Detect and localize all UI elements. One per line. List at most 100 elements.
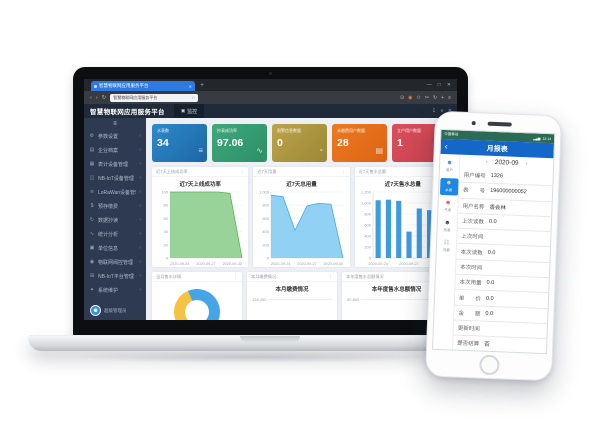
chevron-icon: ‹ [139, 287, 141, 293]
pulse-icon: ∿ [256, 146, 263, 155]
app-header: 智慧物联网应用服务平台 ▣ 监控 ↧∨✕ [84, 104, 457, 118]
sidebar-item[interactable]: ✦ 系统维护 ‹ [84, 283, 146, 297]
toolbar-icons: ⊙ ◉ ✩ ✂ ↻ + ≡ [400, 95, 451, 101]
minimize-icon[interactable]: — [426, 82, 432, 88]
browser-toolbar: ‹ › ↻ 智慧物联网应用服务平台 ☆ ⊙ ◉ ✩ ✂ ↻ + ≡ [84, 91, 457, 104]
menu-icon[interactable]: ≡ [448, 94, 451, 101]
browser-tab[interactable]: 智慧物联网应用服务平台 ✕ [91, 81, 195, 91]
chevron-icon: ‹ [139, 133, 141, 139]
panel-menu-icon[interactable]: ⋮ [328, 273, 334, 279]
address-bar[interactable]: 智慧物联网应用服务平台 ☆ [110, 93, 199, 102]
sidebar-item[interactable]: ⊞ NB-IoT平台管理 ‹ [84, 269, 146, 283]
svg-text:800: 800 [364, 212, 371, 217]
rail-item[interactable]: ☻ 热表 [438, 218, 457, 236]
sidebar-item[interactable]: ◫ NB-IoT设备管理 ‹ [84, 171, 146, 185]
svg-text:100: 100 [161, 190, 168, 195]
sidebar-item[interactable]: ∿ 统计分析 ‹ [84, 227, 146, 241]
panel-header: 本月缴费情况 [251, 273, 277, 279]
panel-total-usage: 近7天用量 ⋮ 近7天总用量 0 200 400 600 800 1,000 2020-09-… [253, 167, 350, 267]
add-icon[interactable]: + [441, 94, 445, 101]
tab-close-icon[interactable]: ✕ [188, 83, 192, 89]
laptop-shadow [70, 351, 430, 363]
search-icon[interactable]: ⊙ [399, 94, 405, 101]
rail-item[interactable]: ☻ 气表 [439, 198, 458, 216]
sidebar-item-label: 企业档案 [98, 147, 119, 154]
sidebar-menu: ⚙ 参数设置 ‹ ▤ 企业档案 ‹ ▦ 表计设备管理 ‹ [84, 129, 146, 297]
user-icon: ☻ [446, 160, 453, 167]
close-icon[interactable]: ✕ [446, 82, 451, 88]
sidebar-item[interactable]: ↻ 数据抄读 ‹ [84, 213, 146, 227]
chevron-icon: ‹ [139, 217, 141, 223]
svg-text:400: 400 [364, 234, 371, 239]
chevron-icon: ‹ [139, 203, 141, 209]
sidebar-item-label: NB-IoT设备管理 [98, 175, 134, 182]
laptop-notch [240, 336, 300, 342]
back-icon[interactable]: ‹ [90, 94, 92, 101]
clip-icon[interactable]: ✂ [424, 94, 429, 101]
panel-menu-icon[interactable]: ⋮ [341, 168, 346, 174]
chart-title: 近7天售水总量 [384, 182, 421, 188]
monitor-label: 监控 [187, 108, 198, 115]
dashboard: 水表数 34 ≡ 抄表成功率 97.06 ∿ 报警信息数量 0 ◔ [146, 118, 457, 320]
panel-menu-icon[interactable]: ⋮ [233, 273, 239, 279]
forward-icon[interactable]: › [95, 94, 98, 101]
report-icon: ☷ [443, 240, 450, 247]
rail-item-label: 水表 [445, 188, 453, 193]
svg-text:60: 60 [164, 216, 169, 221]
sidebar-item-label: 统计分析 [98, 231, 119, 238]
svg-text:600: 600 [364, 223, 371, 228]
rail-item[interactable]: ☻ 用户 [440, 158, 459, 176]
sidebar-item[interactable]: ▤ 企业档案 ‹ [84, 143, 146, 157]
rail-item[interactable]: ☷ 月报 [437, 238, 456, 256]
prev-month-icon[interactable]: ‹ [485, 159, 488, 166]
panel-menu-icon[interactable]: ⋮ [239, 168, 245, 174]
svg-text:80: 80 [164, 203, 169, 208]
chart-title: 本年度售水总额情况 [371, 287, 422, 293]
rail-item[interactable]: ☻ 水表 [439, 177, 459, 196]
new-tab-button[interactable]: + [200, 82, 205, 89]
sidebar-item[interactable]: ▣ 单位信息 ‹ [84, 241, 146, 255]
field-value: 0.0 [485, 310, 494, 317]
sidebar-item[interactable]: ◉ 物联网阀控管理 ‹ [84, 255, 146, 269]
report-form: ‹ 2020-09 › 用户编号 1326 表 号 196000000052 [452, 155, 553, 355]
field-label: 是否结算 [457, 341, 480, 348]
device-icon: ◫ [89, 175, 95, 181]
field-label: 用户名称 [462, 203, 485, 211]
payment-icon: $ [90, 203, 94, 209]
platform-icon: ⊞ [89, 273, 95, 279]
sidebar-item[interactable]: $ 预存缴费 ‹ [84, 199, 146, 213]
sidebar-user[interactable]: ☻ 超级管理员 [90, 305, 127, 316]
chevron-down-icon[interactable]: ∨ [440, 108, 444, 114]
maximize-icon[interactable]: □ [437, 82, 441, 88]
svg-text:1,000: 1,000 [361, 201, 372, 206]
favorites-icon[interactable]: ✩ [416, 94, 421, 101]
sidebar-item[interactable]: ≋ LoRaWan设备管理 ‹ [84, 185, 146, 199]
donut-chart [174, 289, 220, 320]
history-icon[interactable]: ↻ [432, 94, 438, 101]
sidebar: ≡ ⚙ 参数设置 ‹ ▤ 企业档案 ‹ [84, 118, 146, 320]
svg-text:2020-09-24: 2020-09-24 [368, 262, 387, 266]
home-button[interactable] [478, 354, 500, 376]
field-label: 单 价 [458, 295, 482, 303]
next-month-icon[interactable]: › [525, 160, 528, 167]
extension-icon[interactable]: ◉ [408, 94, 413, 101]
bookmark-star-icon[interactable]: ☆ [191, 94, 196, 100]
field-label: 上次读数 [461, 218, 485, 226]
refresh-icon[interactable]: ↻ [101, 94, 107, 101]
chevron-icon: ‹ [139, 189, 141, 195]
sidebar-item[interactable]: ▦ 表计设备管理 ‹ [84, 157, 146, 171]
svg-text:200: 200 [364, 245, 371, 250]
svg-text:200: 200 [263, 242, 270, 247]
sidebar-item-label: 系统维护 [98, 287, 119, 294]
sidebar-collapse-button[interactable]: ≡ [84, 118, 146, 129]
site-favicon [94, 84, 97, 88]
rail-item-label: 热表 [443, 228, 451, 233]
phone-camera [471, 121, 476, 126]
sidebar-item[interactable]: ⚙ 参数设置 ‹ [84, 129, 146, 143]
field-label: 本次读数 [460, 249, 483, 257]
panel-header: 当月售水详情 [156, 273, 182, 279]
chevron-icon: ‹ [139, 161, 141, 167]
valve-icon: ◉ [89, 259, 95, 265]
monitor-tab[interactable]: ▣ 监控 [173, 104, 205, 118]
download-icon[interactable]: ↧ [431, 108, 437, 114]
